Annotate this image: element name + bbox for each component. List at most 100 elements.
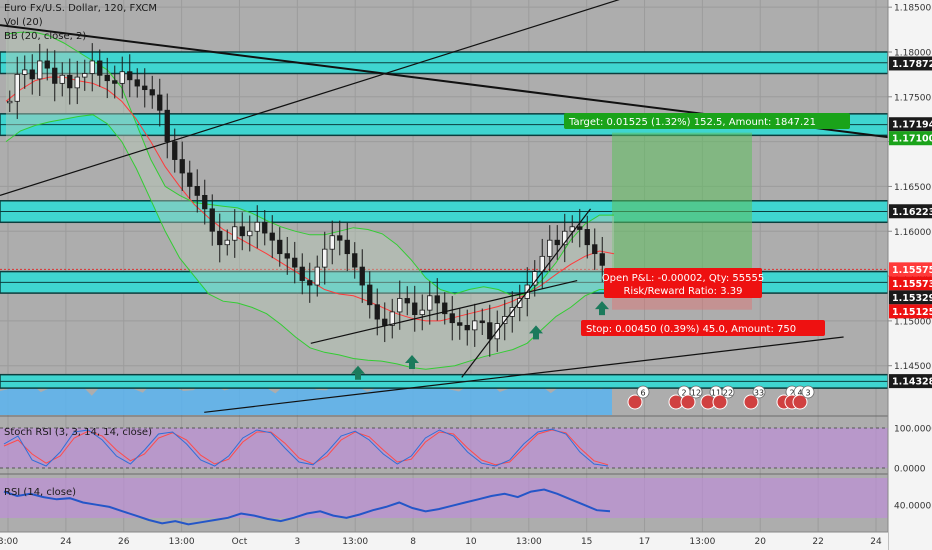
flag-icon-8 (792, 394, 808, 410)
candle-body-68 (517, 298, 523, 308)
price-label-bg-1 (889, 117, 932, 132)
candle-body-43 (329, 235, 335, 250)
candle-body-35 (269, 232, 275, 241)
candle-body-66 (502, 316, 508, 324)
candle-body-11 (89, 60, 95, 74)
candle-body-3 (29, 69, 35, 80)
badge-circle-0 (636, 385, 650, 399)
event-badge-4: 22 (723, 389, 733, 398)
event-badge-7: 4 (797, 389, 802, 398)
price-label-6: 1.15329 (892, 293, 932, 304)
price-label-1: 1.17194 (892, 120, 932, 131)
candle-body-78 (592, 244, 598, 255)
price-label-bg-8 (889, 374, 932, 389)
candle-body-57 (434, 295, 440, 304)
trend-line-4 (204, 336, 844, 413)
time-axis-bg (0, 532, 888, 550)
badge-circle-4 (721, 385, 735, 399)
price-tick-label-8: 1.14500 (894, 362, 931, 372)
time-tick-label-6: 13:00 (342, 537, 368, 547)
candle-body-17 (134, 79, 140, 87)
time-tick-label-4: Oct (232, 537, 248, 547)
event-badge-6: 2 (789, 389, 794, 398)
price-labels: 1.17872 1.17194 1.17100 1.16223 1.15575 1.155… (889, 56, 932, 389)
candle-body-38 (292, 257, 298, 268)
candle-body-31 (239, 226, 245, 237)
bb-indicator-label: BB (20, close, 2) (4, 31, 87, 42)
time-tick-label-15: 24 (870, 537, 882, 547)
candle-body-58 (442, 302, 448, 315)
volume-indicator-label: Vol (20) (4, 17, 43, 28)
flag-icon-4 (712, 394, 728, 410)
price-label-bg-4 (889, 262, 932, 277)
price-label-5: 1.15573 (892, 279, 932, 290)
price-tick-label-4: 1.16500 (894, 183, 931, 193)
candle-body-1 (14, 73, 20, 102)
target-label: Target: 0.01525 (1.32%) 152.5, Amount: 1… (568, 117, 816, 128)
candle-body-27 (209, 208, 215, 232)
time-axis: 3:00 24 26 13:00 Oct 3 13:00 8 10 13:00 15 17 13:00 2… (0, 531, 888, 550)
candle-body-15 (119, 71, 125, 84)
candle-body-14 (112, 80, 118, 84)
price-tick-label-2: 1.17500 (894, 93, 931, 103)
target-area (612, 132, 752, 270)
price-label-3: 1.16223 (892, 207, 932, 218)
time-tick-label-13: 20 (755, 537, 767, 547)
event-badge-3: 11 (711, 389, 721, 398)
candle-body-59 (449, 313, 455, 324)
event-badges[interactable]: 6 2 12 11 22 33 2 4 3 (627, 385, 815, 410)
stop-label-bg (581, 320, 825, 336)
open-pnl-label: Open P&L: -0.00002, Qty: 55555 (602, 273, 765, 284)
event-badge-5: 33 (754, 389, 764, 398)
buy-arrow-2 (529, 325, 543, 340)
trend-line-1 (0, 0, 620, 196)
time-tick-label-3: 13:00 (169, 537, 195, 547)
candle-body-40 (307, 280, 313, 286)
candle-body-44 (337, 235, 343, 241)
candle-body-32 (247, 230, 253, 237)
candle-body-26 (202, 194, 208, 210)
badge-circle-2 (689, 385, 703, 399)
flag-icon-2 (680, 394, 696, 410)
candle-body-60 (457, 322, 463, 326)
price-label-7: 1.15125 (892, 307, 932, 318)
symbol-title: Euro Fx/U.S. Dollar, 120, FXCM (4, 3, 157, 14)
price-label-bg-3 (889, 204, 932, 219)
candle-body-28 (217, 230, 223, 246)
stoch-k-line (3, 428, 609, 467)
candle-body-53 (404, 298, 410, 304)
time-tick-label-12: 13:00 (689, 537, 715, 547)
price-tick-label-5: 1.16000 (894, 228, 931, 238)
candle-body-37 (284, 253, 290, 259)
candle-body-33 (254, 221, 260, 232)
price-label-bg-6 (889, 290, 932, 305)
price-candles (7, 43, 605, 357)
candle-body-13 (104, 74, 110, 82)
position-labels: Target: 0.01525 (1.32%) 152.5, Amount: 1… (564, 113, 850, 336)
pnl-label-bg (604, 268, 762, 298)
price-label-bg-2 (889, 131, 932, 146)
price-tick-label-1: 1.18000 (894, 48, 931, 58)
candle-body-61 (464, 324, 470, 331)
oscillator-panes (0, 415, 888, 526)
flag-icon-0 (627, 394, 643, 410)
rsi-title: RSI (14, close) (4, 487, 77, 498)
candle-body-21 (164, 109, 170, 143)
badge-circle-8 (801, 385, 815, 399)
candle-body-19 (149, 89, 155, 96)
time-tick-label-5: 3 (294, 537, 300, 547)
time-tick-label-8: 10 (465, 537, 477, 547)
time-tick-label-1: 24 (60, 537, 72, 547)
candle-body-2 (22, 69, 28, 75)
candle-body-47 (359, 266, 365, 286)
time-tick-label-14: 22 (812, 537, 823, 547)
rsi-band (0, 478, 888, 518)
volume-bars (0, 381, 612, 415)
candle-body-52 (397, 298, 403, 313)
trend-line-3 (461, 208, 591, 378)
stoch-d-line (3, 429, 609, 466)
candle-body-6 (52, 67, 58, 84)
buy-arrow-3 (595, 301, 609, 316)
time-tick-label-9: 13:00 (516, 537, 542, 547)
